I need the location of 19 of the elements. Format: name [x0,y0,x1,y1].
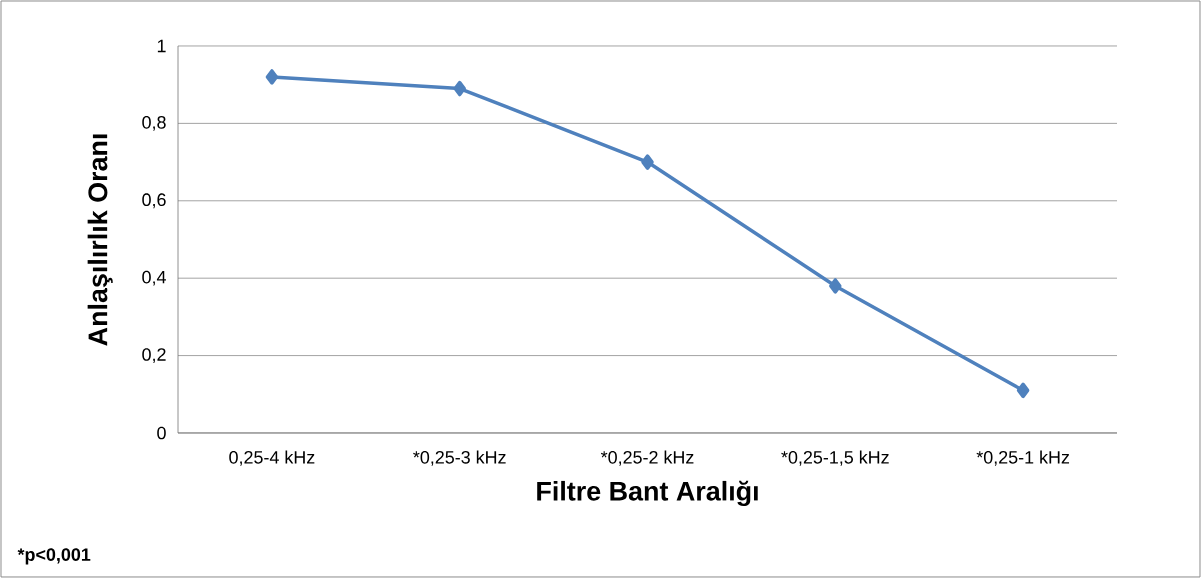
x-tick-label: 0,25-4 kHz [229,450,315,466]
x-axis-title: Filtre Bant Aralığı [537,480,758,507]
point [641,154,654,170]
y-tick-label: 0 [157,426,166,440]
y-tick-label: 0,8 [142,115,166,131]
point [265,69,279,85]
text: *p<0,001 [17,548,91,565]
x-tick-label: *0,25-3 kHz [413,450,506,466]
point [453,80,466,97]
y-tick-label: 0,4 [142,270,166,286]
y-tick-label: 0,2 [142,348,166,363]
point [829,278,842,294]
y-axis-title: Anlaşılırlık Oranı [87,134,113,346]
x-tick-label: *0,25-2 kHz [600,450,694,466]
x-tick-label: *0,25-1,5 kHz [781,450,889,466]
x-tick-label: *0,25-1 kHz [976,450,1070,466]
y-tick-label: 0,6 [142,193,166,209]
point [1016,382,1030,399]
y-tick-label: 1 [157,39,166,53]
